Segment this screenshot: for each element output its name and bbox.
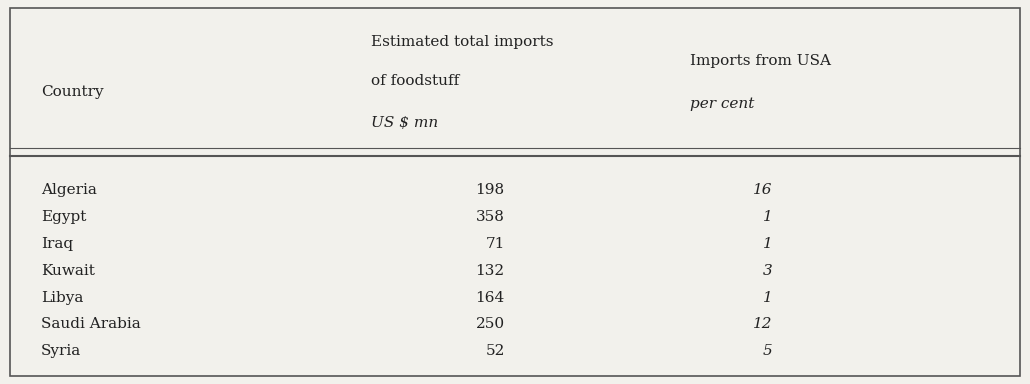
Text: 132: 132 xyxy=(476,264,505,278)
Text: Kuwait: Kuwait xyxy=(41,264,95,278)
Text: 250: 250 xyxy=(476,318,505,331)
Text: 3: 3 xyxy=(763,264,772,278)
Text: US $ mn: US $ mn xyxy=(371,116,438,130)
Text: Country: Country xyxy=(41,85,104,99)
Text: Imports from USA: Imports from USA xyxy=(690,55,831,68)
Text: 16: 16 xyxy=(753,183,772,197)
Text: Saudi Arabia: Saudi Arabia xyxy=(41,318,141,331)
Text: 198: 198 xyxy=(476,183,505,197)
Text: Algeria: Algeria xyxy=(41,183,97,197)
Text: Estimated total imports: Estimated total imports xyxy=(371,35,553,49)
Text: Egypt: Egypt xyxy=(41,210,87,224)
Text: 1: 1 xyxy=(763,291,772,305)
Text: 52: 52 xyxy=(485,344,505,358)
Text: 1: 1 xyxy=(763,210,772,224)
Text: 71: 71 xyxy=(485,237,505,251)
FancyBboxPatch shape xyxy=(10,8,1020,376)
Text: 1: 1 xyxy=(763,237,772,251)
Text: 164: 164 xyxy=(476,291,505,305)
Text: Libya: Libya xyxy=(41,291,83,305)
Text: 5: 5 xyxy=(763,344,772,358)
Text: 12: 12 xyxy=(753,318,772,331)
Text: 358: 358 xyxy=(476,210,505,224)
Text: of foodstuff: of foodstuff xyxy=(371,74,459,88)
Text: Iraq: Iraq xyxy=(41,237,73,251)
Text: Syria: Syria xyxy=(41,344,81,358)
Text: per cent: per cent xyxy=(690,97,754,111)
